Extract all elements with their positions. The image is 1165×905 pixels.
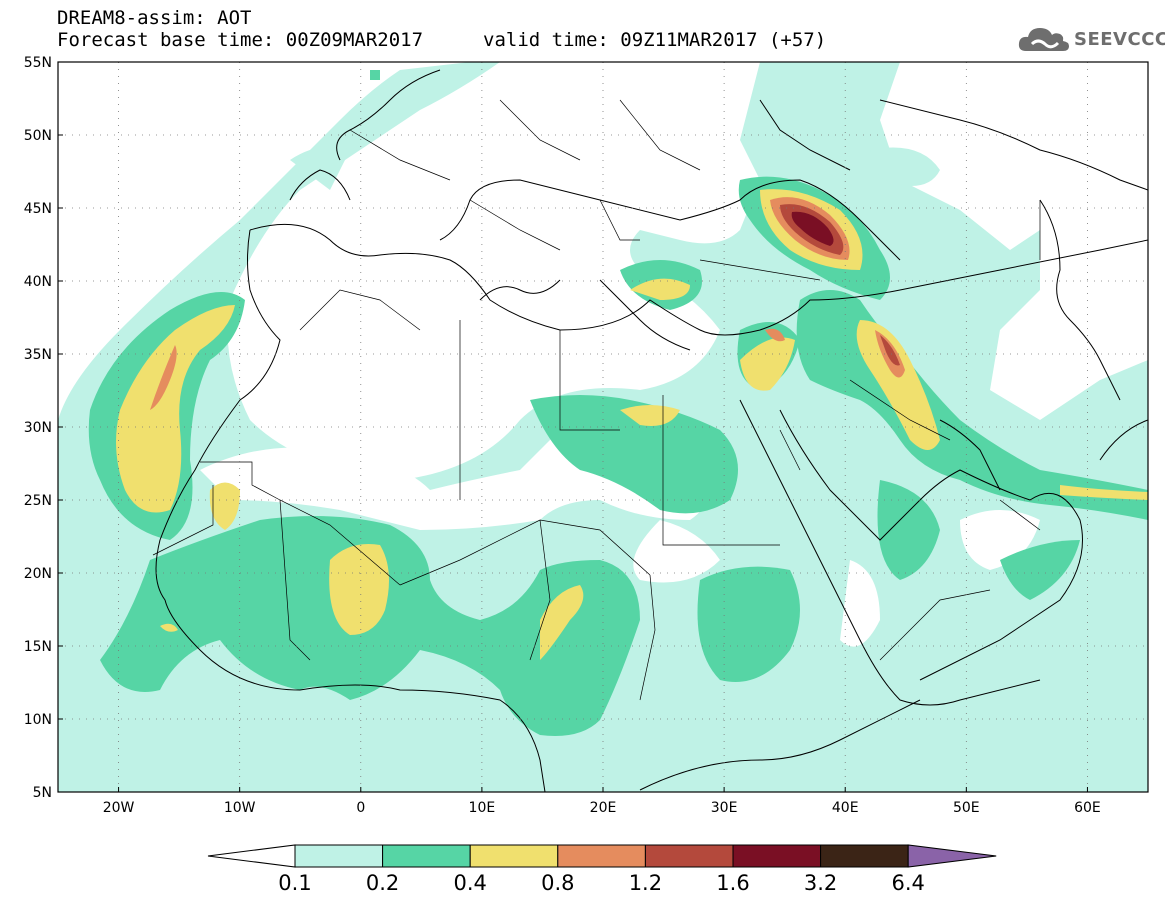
lon-tick-label: 50E — [953, 800, 980, 816]
colorbar-label: 0.2 — [366, 871, 399, 895]
seevccc-logo: SEEVCCC — [1018, 22, 1165, 56]
lon-tick-label: 30E — [711, 800, 738, 816]
colorbar-label: 0.8 — [541, 871, 574, 895]
lon-tick-label: 40E — [832, 800, 859, 816]
colorbar-label: 0.1 — [278, 871, 311, 895]
colorbar-label: 6.4 — [891, 871, 924, 895]
lat-tick-label: 40N — [24, 274, 52, 290]
colorbar: 0.1 0.2 0.4 0.8 1.2 1.6 3.2 6.4 — [207, 844, 997, 895]
colorbar-swatch — [820, 844, 909, 868]
map-grid — [58, 61, 1148, 793]
lat-tick-label: 5N — [33, 785, 52, 801]
lon-tick-label: 20E — [590, 800, 617, 816]
colorbar-swatch — [294, 844, 384, 868]
lat-tick-label: 20N — [24, 566, 52, 582]
lat-tick-labels: 55N 50N 45N 40N 35N 30N 25N 20N 15N 10N 5N — [24, 55, 63, 801]
forecast-base-time: Forecast base time: 00Z09MAR2017 — [57, 29, 424, 51]
borders — [152, 99, 1041, 701]
coastlines — [58, 62, 1148, 792]
colorbar-swatch — [644, 844, 734, 868]
lon-tick-label: 10W — [224, 800, 256, 816]
field-1-6 — [791, 211, 834, 246]
colorbar-swatch — [469, 844, 559, 868]
cloud-icon — [1018, 28, 1069, 51]
colorbar-over-triangle — [907, 844, 997, 868]
lon-tick-label: 20W — [103, 800, 135, 816]
lon-tick-label: 60E — [1074, 800, 1101, 816]
colorbar-swatch — [382, 844, 471, 868]
lon-tick-labels: 20W 10W 0 10E 20E 30E 40E 50E 60E — [103, 787, 1101, 816]
colorbar-under-triangle — [207, 844, 296, 868]
lat-tick-label: 45N — [24, 201, 52, 217]
colorbar-swatch — [732, 844, 822, 868]
colorbar-label: 1.2 — [629, 871, 662, 895]
lat-tick-label: 10N — [24, 712, 52, 728]
lat-tick-label: 35N — [24, 347, 52, 363]
colorbar-label: 1.6 — [716, 871, 749, 895]
lat-tick-label: 30N — [24, 420, 52, 436]
lon-tick-label: 0 — [356, 800, 365, 816]
colorbar-label: 3.2 — [804, 871, 837, 895]
colorbar-swatch — [557, 844, 646, 868]
valid-time: valid time: 09Z11MAR2017 (+57) — [483, 29, 827, 51]
lat-tick-label: 25N — [24, 493, 52, 509]
lat-tick-label: 50N — [24, 128, 52, 144]
lat-tick-label: 55N — [24, 55, 52, 71]
lon-tick-label: 10E — [469, 800, 496, 816]
logo-text: SEEVCCC — [1074, 28, 1165, 50]
lat-tick-label: 15N — [24, 639, 52, 655]
map-title: DREAM8-assim: AOT — [57, 7, 252, 29]
colorbar-label: 0.4 — [453, 871, 486, 895]
